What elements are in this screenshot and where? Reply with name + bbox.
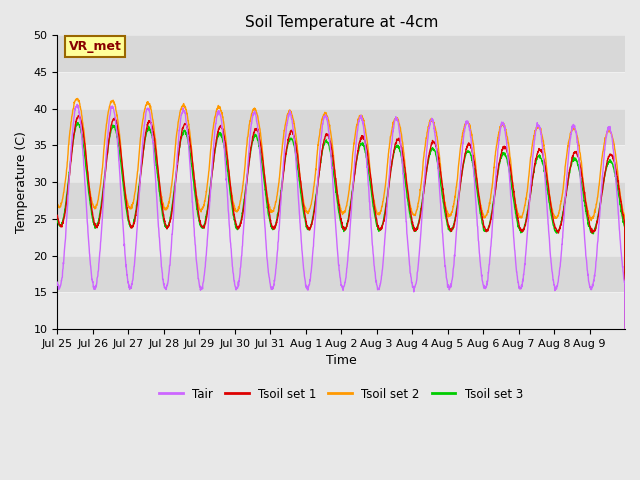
X-axis label: Time: Time (326, 354, 356, 367)
Bar (58, 145, 625, 182)
Bar (58, 255, 625, 292)
Bar (58, 292, 625, 329)
Title: Soil Temperature at -4cm: Soil Temperature at -4cm (244, 15, 438, 30)
Text: VR_met: VR_met (68, 40, 122, 53)
Bar (58, 182, 625, 219)
Legend: Tair, Tsoil set 1, Tsoil set 2, Tsoil set 3: Tair, Tsoil set 1, Tsoil set 2, Tsoil se… (155, 383, 528, 405)
Y-axis label: Temperature (C): Temperature (C) (15, 131, 28, 233)
Bar (58, 36, 625, 72)
Bar (58, 109, 625, 145)
Bar (58, 219, 625, 255)
Bar (58, 72, 625, 109)
